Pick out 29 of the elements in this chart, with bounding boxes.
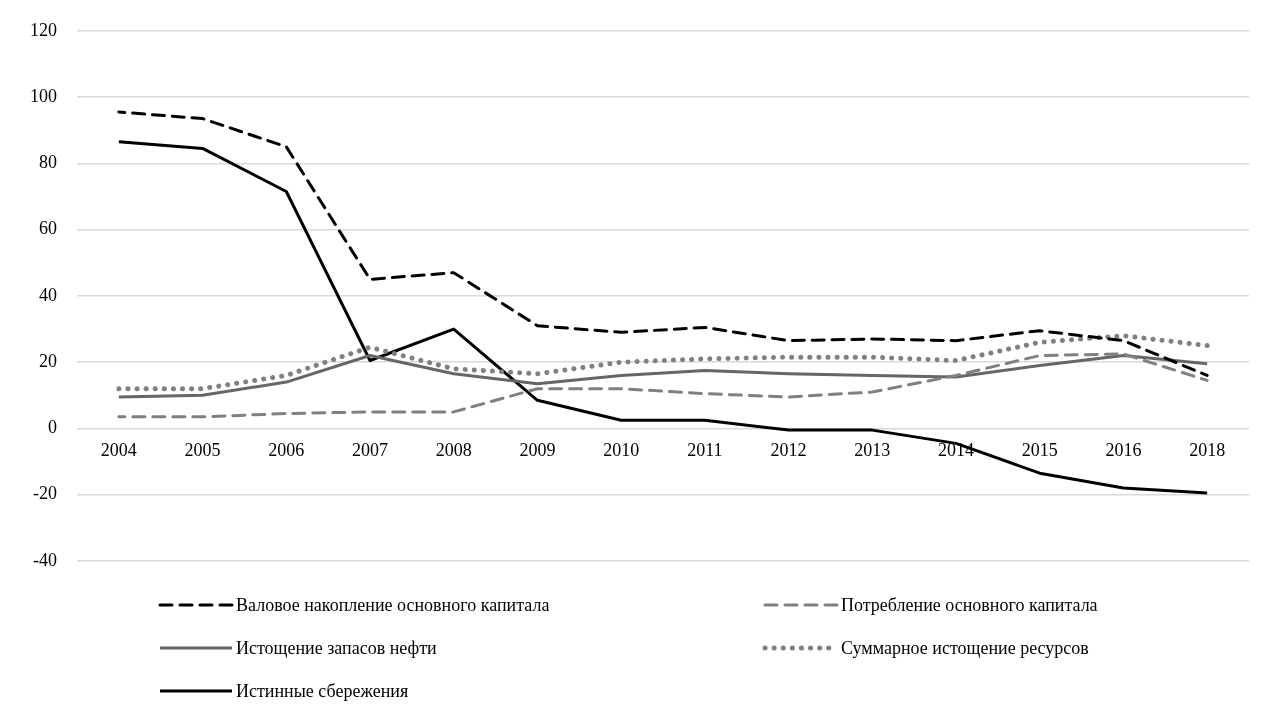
- x-tick-label: 2013: [854, 439, 891, 460]
- x-tick-label: 2007: [352, 439, 388, 460]
- x-tick-label: 2011: [687, 439, 723, 460]
- y-tick-label: 20: [39, 350, 57, 371]
- y-tick-label: -20: [33, 483, 57, 504]
- legend-label: Истощение запасов нефти: [236, 637, 438, 658]
- y-tick-label: 0: [48, 417, 57, 438]
- y-tick-label: 100: [30, 85, 57, 106]
- x-tick-label: 2018: [1189, 439, 1226, 460]
- y-tick-label: 120: [30, 19, 57, 40]
- line-series: [117, 110, 1209, 377]
- y-tick-label: 80: [39, 152, 57, 173]
- legend-label: Потребление основного капитала: [841, 594, 1098, 615]
- x-tick-label: 2006: [268, 439, 305, 460]
- legend-label: Суммарное истощение ресурсов: [841, 637, 1089, 658]
- y-tick-label: 60: [39, 218, 57, 239]
- y-tick-label: 40: [39, 284, 57, 305]
- x-tick-label: 2004: [100, 439, 137, 460]
- legend-label: Истинные сбережения: [236, 680, 409, 701]
- x-tick-label: 2015: [1021, 439, 1058, 460]
- x-tick-label: 2005: [184, 439, 221, 460]
- x-tick-label: 2016: [1105, 439, 1142, 460]
- x-tick-label: 2012: [770, 439, 807, 460]
- x-tick-label: 2008: [435, 439, 472, 460]
- line-series: [117, 352, 1209, 419]
- y-tick-label: -40: [33, 549, 57, 570]
- x-tick-label: 2009: [519, 439, 556, 460]
- legend-label: Валовое накопление основного капитала: [236, 594, 550, 615]
- x-tick-label: 2010: [603, 439, 640, 460]
